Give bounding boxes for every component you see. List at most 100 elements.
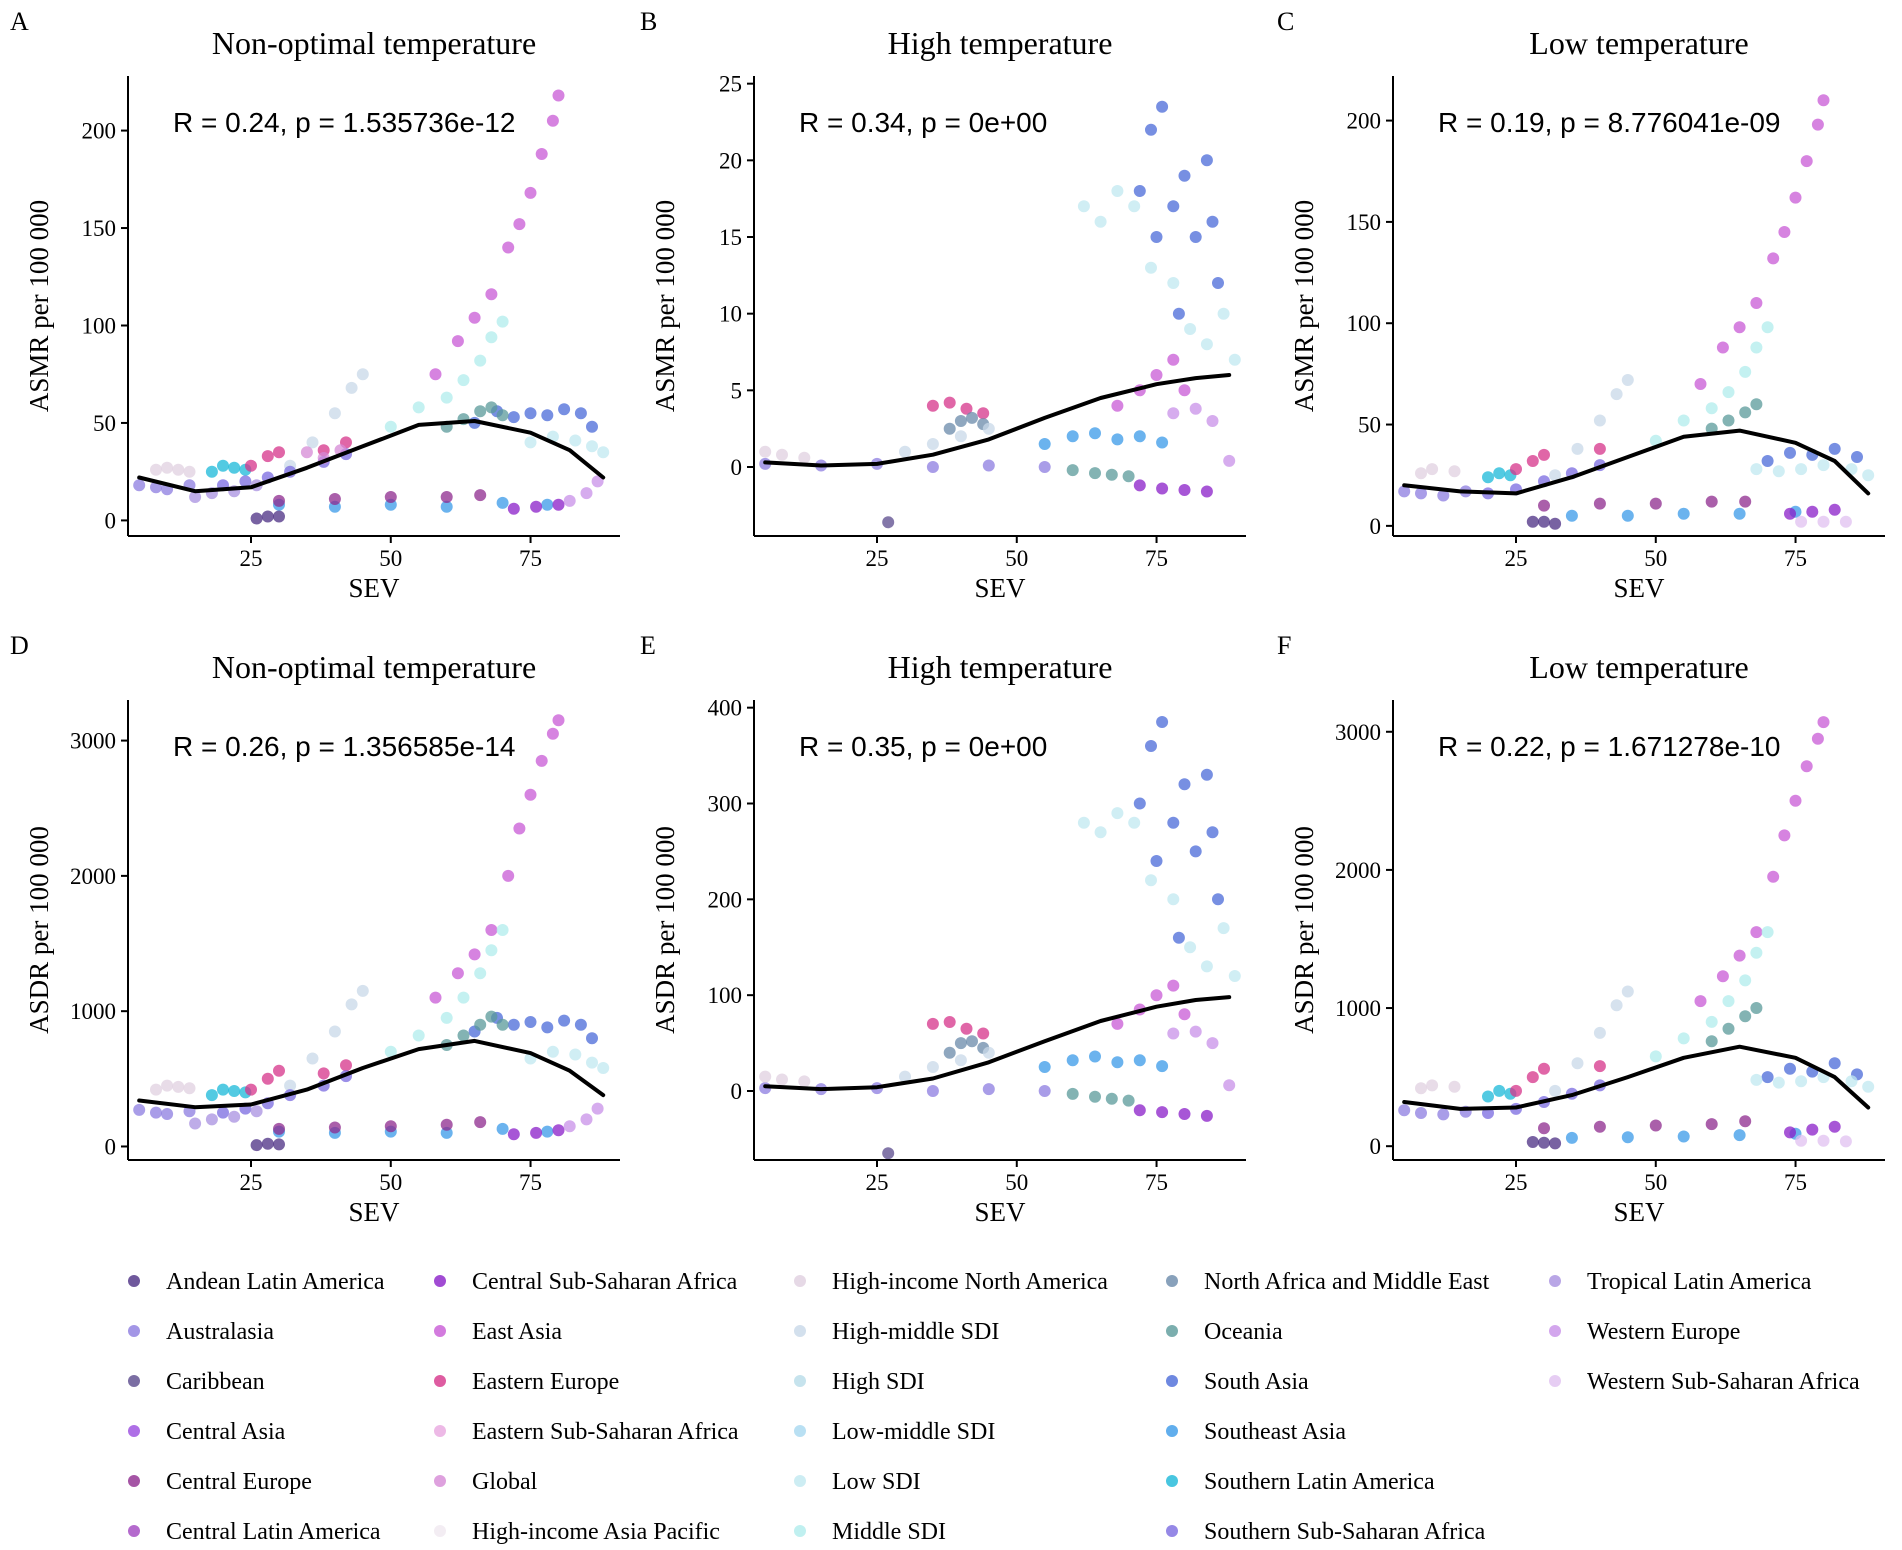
y-tick-label: 5: [731, 378, 743, 403]
data-point: [384, 1120, 397, 1133]
data-point: [1167, 200, 1180, 213]
data-point: [524, 1016, 537, 1028]
scatter-points: [759, 100, 1241, 529]
data-point: [1761, 455, 1774, 467]
x-axis-label: SEV: [348, 573, 400, 603]
data-point: [273, 494, 285, 507]
data-point: [1133, 1104, 1146, 1117]
data-point: [591, 475, 604, 488]
data-point: [580, 1113, 593, 1126]
data-point: [776, 448, 788, 461]
data-point: [1111, 1056, 1124, 1069]
data-point: [1778, 226, 1791, 238]
data-point: [1811, 732, 1824, 745]
data-point: [1694, 378, 1707, 390]
data-point: [502, 869, 515, 882]
data-point: [513, 822, 526, 835]
data-point: [228, 1085, 241, 1097]
data-point: [507, 1128, 520, 1141]
panel-letter: E: [640, 631, 656, 660]
data-point: [1415, 487, 1427, 500]
data-point: [1128, 816, 1141, 829]
legend-marker: [1166, 1325, 1178, 1337]
stat-annotation: R = 0.22, p = 1.671278e-10: [1438, 731, 1781, 762]
data-point: [1817, 716, 1830, 729]
data-point: [1089, 467, 1101, 480]
y-tick-label: 50: [93, 411, 116, 436]
data-point: [1133, 1054, 1146, 1067]
data-point: [586, 1056, 598, 1069]
data-point: [1038, 438, 1051, 450]
data-point: [1217, 307, 1230, 320]
panel-c: C Low temperature 25 50 75 0 50 100 150 200 SEV ASM…: [1277, 7, 1885, 603]
data-point: [507, 502, 520, 515]
legend-marker: [128, 1375, 140, 1387]
data-point: [1677, 507, 1690, 520]
data-point: [1089, 1050, 1101, 1063]
legend-marker: [794, 1475, 806, 1487]
legend-marker: [434, 1375, 446, 1387]
data-point: [546, 114, 559, 127]
data-point: [1145, 740, 1157, 752]
x-tick-label: 25: [1505, 1170, 1528, 1195]
data-point: [356, 368, 369, 381]
data-point: [205, 1113, 218, 1126]
data-point: [485, 401, 498, 414]
data-point: [1795, 1134, 1808, 1147]
data-point: [580, 487, 593, 500]
data-point: [1739, 974, 1752, 987]
data-point: [977, 1027, 990, 1040]
data-point: [1722, 1022, 1735, 1035]
data-point: [1716, 970, 1729, 983]
legend-item: Australasia: [128, 1319, 274, 1345]
data-point: [1593, 1060, 1606, 1073]
data-point: [1189, 402, 1202, 415]
data-point: [1094, 826, 1107, 839]
legend-item: South Asia: [1166, 1369, 1309, 1395]
legend-marker: [794, 1325, 806, 1337]
data-point: [954, 415, 967, 427]
data-point: [530, 500, 543, 513]
legend-marker: [1166, 1375, 1178, 1387]
data-point: [586, 1032, 598, 1045]
data-point: [205, 465, 218, 478]
data-point: [1189, 1025, 1202, 1038]
legend-item: East Asia: [434, 1319, 562, 1345]
y-axis-label: ASDR per 100 000: [1289, 826, 1319, 1034]
legend-marker: [1549, 1325, 1561, 1337]
legend-marker: [794, 1275, 806, 1287]
data-point: [451, 967, 464, 980]
scatter-points: [1398, 94, 1875, 530]
data-point: [1621, 374, 1634, 386]
data-point: [1677, 1032, 1690, 1045]
data-point: [1156, 716, 1169, 728]
data-point: [1845, 1075, 1858, 1088]
data-point: [1178, 1008, 1191, 1021]
legend-label: Central Sub-Saharan Africa: [472, 1269, 738, 1295]
data-point: [1156, 100, 1169, 113]
data-point: [133, 1103, 146, 1116]
data-point: [1066, 1054, 1079, 1067]
data-point: [1761, 1071, 1774, 1084]
legend-label: Southern Latin America: [1204, 1469, 1435, 1495]
data-point: [273, 1064, 285, 1077]
legend-label: High-middle SDI: [832, 1319, 999, 1345]
data-point: [474, 1116, 487, 1129]
data-point: [1178, 484, 1191, 496]
scatter-points: [759, 716, 1241, 1160]
legend-marker: [128, 1325, 140, 1337]
stat-annotation: R = 0.34, p = 0e+00: [799, 107, 1047, 138]
data-point: [552, 714, 565, 727]
data-point: [161, 461, 174, 474]
data-point: [496, 924, 509, 936]
data-point: [1398, 1104, 1411, 1117]
data-point: [1789, 191, 1802, 204]
data-point: [1156, 1060, 1169, 1073]
data-point: [1750, 1002, 1763, 1014]
stat-annotation: R = 0.19, p = 8.776041e-09: [1438, 107, 1781, 138]
data-point: [440, 491, 453, 503]
data-point: [954, 1054, 967, 1067]
data-point: [239, 475, 252, 488]
data-point: [541, 1021, 554, 1034]
data-point: [384, 420, 397, 433]
